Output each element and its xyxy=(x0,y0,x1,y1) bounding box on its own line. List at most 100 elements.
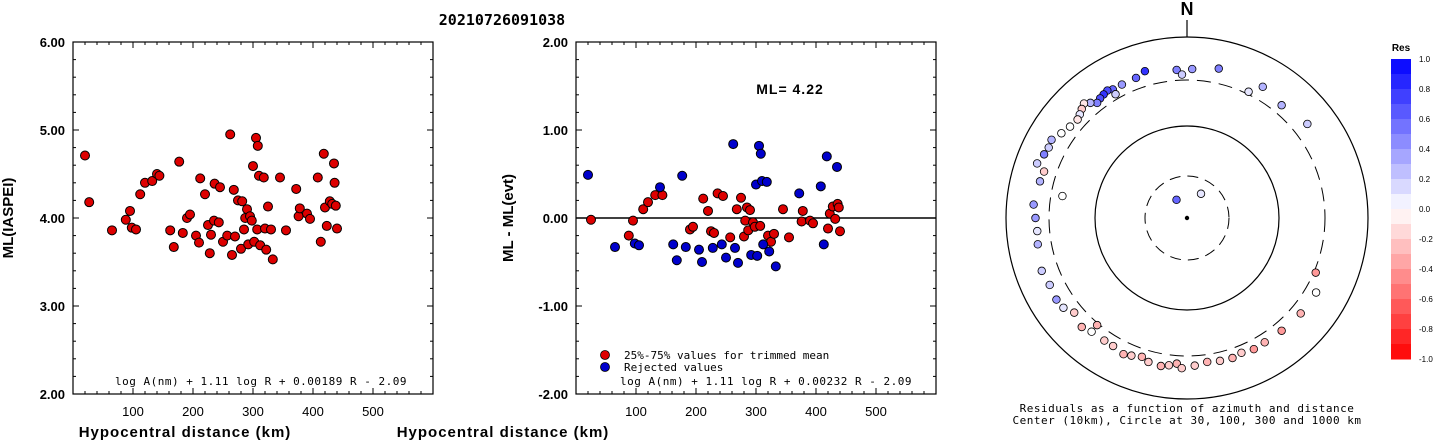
colorbar-segment xyxy=(1391,164,1411,180)
colorbar-tick-label: 1.0 xyxy=(1419,55,1431,64)
residual-point xyxy=(1190,361,1199,370)
trimmed-point xyxy=(796,216,807,227)
y-tick-label: 2.00 xyxy=(40,387,65,402)
data-points xyxy=(1029,64,1321,373)
rejected-point xyxy=(583,169,593,180)
trimmed-point xyxy=(643,197,653,208)
ring-30km xyxy=(1144,175,1230,261)
caption-line-2: Center (10km), Circle at 30, 100, 300 an… xyxy=(1012,414,1361,427)
data-point xyxy=(312,172,323,183)
data-point xyxy=(195,173,206,184)
data-point xyxy=(318,148,329,159)
y-tick-label: 0.00 xyxy=(543,211,568,226)
x-tick-label: 400 xyxy=(805,404,827,419)
rejected-point xyxy=(752,250,763,261)
residual-point xyxy=(1077,322,1086,332)
formula-text: log A(nm) + 1.11 log R + 0.00189 R - 2.0… xyxy=(115,375,407,388)
formula-text: log A(nm) + 1.11 log R + 0.00232 R - 2.0… xyxy=(620,375,912,388)
colorbar-tick-label: -1.0 xyxy=(1419,355,1433,364)
residual-point xyxy=(1215,356,1225,366)
residual-point xyxy=(1311,268,1320,277)
y-tick-label: 2.00 xyxy=(543,35,568,50)
y-axis-label: ML - ML(evt) xyxy=(500,174,517,262)
trimmed-point xyxy=(755,220,766,231)
data-point xyxy=(275,172,285,183)
data-point xyxy=(305,213,315,224)
x-tick-label: 200 xyxy=(182,404,204,419)
trimmed-point xyxy=(784,232,794,243)
colorbar-segment xyxy=(1391,89,1411,105)
rejected-point xyxy=(770,261,781,272)
data-point xyxy=(239,224,249,235)
rejected-point xyxy=(794,188,805,199)
colorbar-tick-label: -0.2 xyxy=(1419,235,1433,244)
x-tick-label: 500 xyxy=(362,404,384,419)
data-point xyxy=(185,209,195,220)
data-point xyxy=(281,225,291,236)
colorbar-segment xyxy=(1391,74,1411,90)
data-point xyxy=(194,237,204,248)
colorbar-segment xyxy=(1391,119,1411,135)
rejected-point xyxy=(721,252,731,263)
residual-point xyxy=(1057,129,1066,138)
axis-ticks: 2.00 3.00 4.00 5.00 6.00 100 200 300 400 500 xyxy=(40,35,433,419)
residual-point xyxy=(1127,351,1136,360)
trimmed-point xyxy=(778,204,788,215)
data-point xyxy=(154,170,165,181)
trimmed-point xyxy=(628,215,638,226)
rejected-point xyxy=(728,139,739,150)
rejected-point xyxy=(821,151,832,162)
data-point xyxy=(261,244,272,255)
residual-point xyxy=(1131,73,1141,83)
rejected-point xyxy=(733,257,743,268)
trimmed-point xyxy=(835,226,845,237)
colorbar-segment xyxy=(1391,59,1411,75)
trimmed-point xyxy=(709,227,719,238)
residual-point xyxy=(1177,363,1186,373)
rejected-point xyxy=(610,242,620,253)
ring-1000km xyxy=(1005,36,1369,400)
trimmed-point xyxy=(830,213,841,224)
data-point xyxy=(147,176,158,187)
legend-marker-rejected xyxy=(600,362,610,372)
residual-point xyxy=(1032,159,1042,168)
residual-point xyxy=(1100,336,1109,345)
y-axis-label: ML(IASPEI) xyxy=(0,178,17,259)
data-point xyxy=(230,231,240,242)
trimmed-point xyxy=(718,191,728,201)
residual-point xyxy=(1164,361,1174,370)
y-tick-label: 5.00 xyxy=(40,123,65,138)
axis-ticks: -2.00 -1.00 0.00 1.00 2.00 100 200 300 400 500 xyxy=(538,35,936,419)
colorbar-tick-label: -0.4 xyxy=(1419,265,1433,274)
colorbar-segment xyxy=(1391,224,1411,240)
residual-point xyxy=(1033,240,1042,249)
colorbar-segment xyxy=(1391,284,1411,300)
residual-point xyxy=(1058,191,1067,201)
residual-point xyxy=(1311,288,1321,297)
trimmed-point xyxy=(736,192,746,203)
ring-300km xyxy=(1048,79,1326,357)
rejected-point xyxy=(716,239,727,250)
legend-label-trimmed: 25%-75% values for trimmed mean xyxy=(624,349,829,362)
data-point xyxy=(107,225,117,236)
data-point xyxy=(174,156,185,167)
colorbar-segment xyxy=(1391,254,1411,270)
data-point xyxy=(84,197,95,208)
colorbar-tick-label: -0.6 xyxy=(1419,295,1433,304)
residual-point xyxy=(1214,64,1223,73)
residual-point xyxy=(1140,66,1150,76)
rejected-point xyxy=(818,239,829,250)
trimmed-point xyxy=(638,204,649,215)
residual-point xyxy=(1228,353,1237,363)
residual-point xyxy=(1044,143,1053,152)
colorbar-title: Res xyxy=(1392,43,1411,54)
trimmed-point xyxy=(745,205,755,216)
residual-point xyxy=(1188,64,1197,74)
residual-point xyxy=(1073,115,1082,124)
rejected-point xyxy=(755,148,766,159)
north-label: N xyxy=(1181,0,1194,19)
residual-point xyxy=(1203,357,1212,367)
trimmed-point xyxy=(725,232,736,243)
data-point xyxy=(204,248,215,259)
